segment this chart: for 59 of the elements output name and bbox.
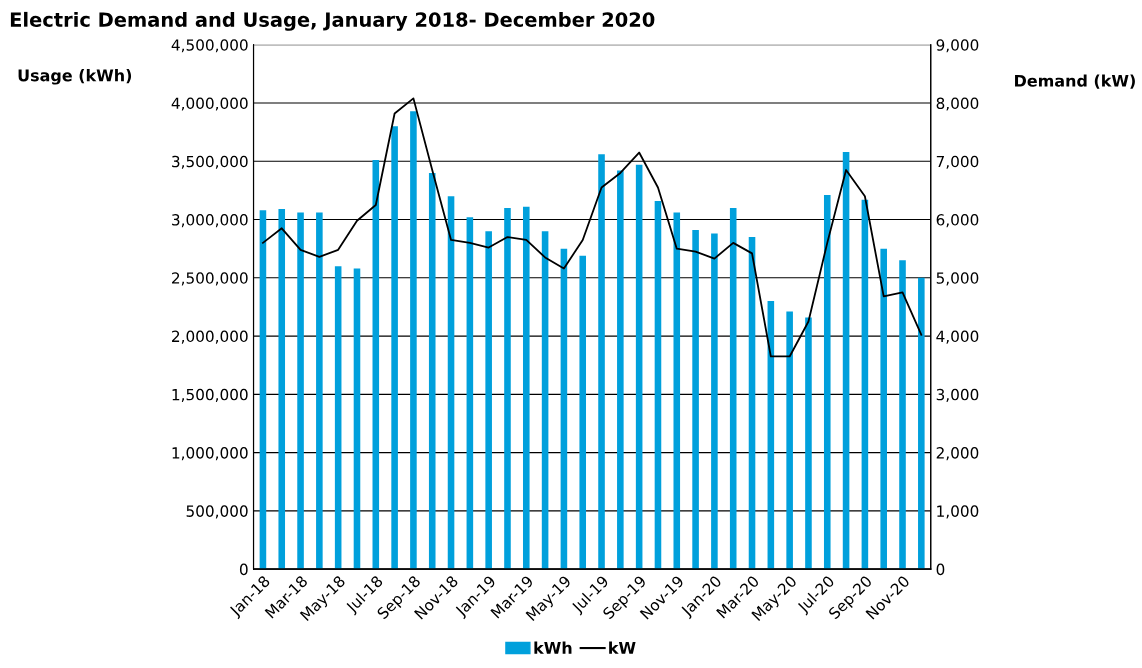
y-tick-label: 4,000,000 xyxy=(171,97,248,111)
y-tick-label: 2,000,000 xyxy=(172,330,248,344)
bar xyxy=(259,210,267,570)
y-tick-label: 3,500,000 xyxy=(172,155,248,169)
bar xyxy=(485,231,492,570)
y-tick-label: 500,000 xyxy=(186,505,248,519)
y2-tick-label: 4,000 xyxy=(936,330,979,344)
legend-label: kWh xyxy=(534,641,572,654)
bar xyxy=(673,212,681,570)
bar xyxy=(372,160,380,570)
y-tick-label: 1,500,000 xyxy=(172,388,248,402)
y2-axis-title: Demand (kW) xyxy=(1015,74,1135,89)
bar xyxy=(711,233,718,570)
bar xyxy=(842,151,850,570)
y-tick-label: 2,500,000 xyxy=(172,272,248,286)
bar xyxy=(560,248,568,570)
bar xyxy=(297,212,304,570)
bar xyxy=(617,170,624,570)
bar xyxy=(918,277,925,570)
bar xyxy=(504,207,511,570)
bar xyxy=(334,266,342,570)
bar xyxy=(823,195,831,570)
y2-tick-label: 8,000 xyxy=(936,97,979,111)
y-tick-label: 3,000,000 xyxy=(172,214,248,228)
y-tick-label: 1,000,000 xyxy=(172,447,248,461)
bar xyxy=(880,248,887,570)
bar xyxy=(729,207,737,570)
y2-tick-label: 5,000 xyxy=(936,272,979,286)
chart-title: Electric Demand and Usage, January 2018- December 2020 xyxy=(10,11,655,31)
y2-tick-label: 9,000 xyxy=(936,39,979,53)
bar xyxy=(466,217,474,570)
y2-tick-label: 7,000 xyxy=(936,155,979,169)
y-tick-label: 4,500,000 xyxy=(171,39,248,53)
y2-tick-label: 3,000 xyxy=(936,388,979,402)
bar xyxy=(579,255,587,570)
bar xyxy=(861,199,869,570)
bar xyxy=(654,200,662,570)
bar xyxy=(278,209,286,570)
bar xyxy=(353,268,361,570)
bar xyxy=(692,230,699,570)
bar xyxy=(391,126,398,570)
y2-tick-label: 6,000 xyxy=(936,214,979,228)
bar xyxy=(410,111,417,570)
bar xyxy=(805,317,812,570)
bar xyxy=(316,212,323,570)
y-tick-label: 0 xyxy=(239,563,248,576)
y2-tick-label: 2,000 xyxy=(936,447,979,461)
bar xyxy=(447,196,455,570)
bar xyxy=(523,206,530,570)
bar xyxy=(635,164,643,570)
bar xyxy=(598,154,605,570)
y2-tick-label: 0 xyxy=(936,563,945,576)
bar xyxy=(428,172,436,570)
bar xyxy=(541,231,549,570)
y-axis-title: Usage (kWh) xyxy=(18,69,132,85)
bar xyxy=(786,311,793,570)
y2-tick-label: 1,000 xyxy=(937,505,979,519)
bar xyxy=(899,260,906,570)
legend-label: kW xyxy=(609,641,636,654)
